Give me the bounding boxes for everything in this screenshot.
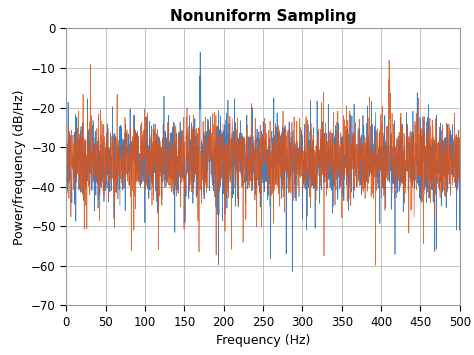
X-axis label: Frequency (Hz): Frequency (Hz) [216,334,310,347]
Y-axis label: Power/frequency (dB/Hz): Power/frequency (dB/Hz) [13,89,26,245]
Title: Nonuniform Sampling: Nonuniform Sampling [170,10,356,24]
